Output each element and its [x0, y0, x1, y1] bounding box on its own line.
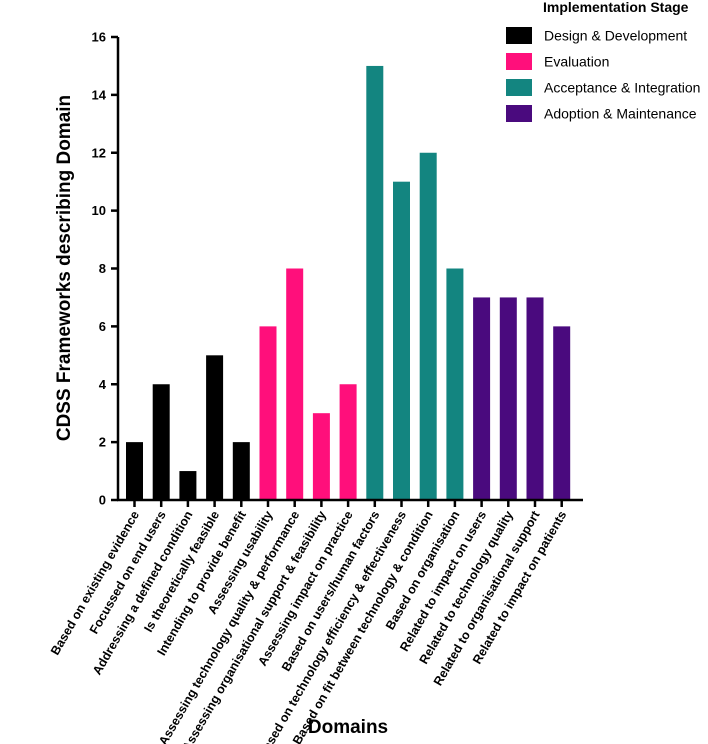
legend-label: Adoption & Maintenance — [544, 106, 697, 122]
legend-title: Implementation Stage — [543, 0, 689, 15]
y-tick-label: 4 — [99, 377, 107, 392]
y-tick-label: 0 — [99, 493, 106, 508]
legend-label: Evaluation — [544, 54, 609, 70]
bar — [126, 442, 143, 500]
bar — [232, 442, 250, 500]
bar — [339, 384, 357, 500]
bars — [126, 65, 571, 500]
bar — [499, 297, 517, 500]
y-ticks: 0 2 4 6 8 10 12 14 16 — [92, 30, 118, 508]
y-tick-label: 8 — [99, 261, 106, 276]
legend-swatch — [506, 79, 532, 96]
bar — [152, 384, 170, 500]
y-axis-title: CDSS Frameworks describing Domain — [54, 95, 75, 441]
bar — [286, 268, 304, 500]
legend: Implementation Stage Design & Developmen… — [506, 0, 700, 122]
legend-swatch — [506, 27, 532, 44]
bar — [526, 297, 544, 500]
bar — [419, 152, 437, 500]
bar — [312, 413, 330, 500]
bar — [366, 65, 384, 500]
legend-label: Acceptance & Integration — [544, 80, 700, 96]
y-tick-label: 12 — [92, 145, 106, 160]
bar — [259, 326, 277, 500]
x-axis-title: Domains — [308, 717, 388, 738]
y-tick-label: 16 — [92, 30, 106, 45]
y-tick-label: 10 — [92, 203, 106, 218]
bar — [393, 181, 410, 500]
legend-swatch — [506, 105, 532, 122]
y-tick-label: 14 — [92, 87, 107, 102]
bar — [553, 326, 571, 500]
y-tick-label: 6 — [99, 319, 106, 334]
legend-swatch — [506, 53, 532, 70]
bar — [473, 297, 491, 500]
bar — [179, 471, 197, 500]
bar — [446, 268, 464, 500]
bar — [206, 355, 224, 500]
legend-items: Design & Development Evaluation Acceptance… — [506, 27, 700, 122]
y-tick-label: 2 — [99, 435, 106, 450]
legend-label: Design & Development — [544, 28, 687, 44]
